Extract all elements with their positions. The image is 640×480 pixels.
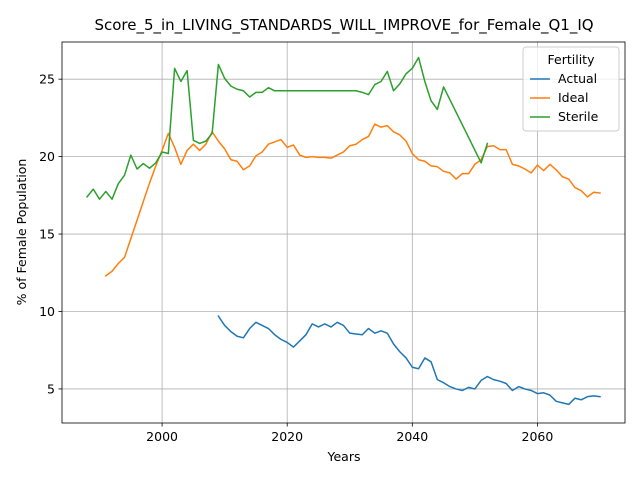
legend-label-sterile: Sterile [558,109,599,124]
series-lines [85,56,601,406]
y-tick-label: 25 [39,72,55,87]
series-line-actual [217,315,601,406]
x-tick-label: 2060 [522,429,554,444]
legend: Fertility Actual Ideal Sterile [522,46,620,132]
x-tick-label: 2040 [396,429,428,444]
series-line-ideal [104,123,601,277]
y-axis-label: % of Female Population [14,159,29,306]
y-tick-label: 20 [39,149,55,164]
plot-area-frame [61,41,626,424]
legend-box [522,46,620,132]
y-tick-label: 10 [39,304,55,319]
legend-title: Fertility [548,52,596,67]
legend-label-ideal: Ideal [558,90,588,105]
axis-ticks: 2000 2020 2040 2060 5 10 15 20 25 [39,72,553,444]
y-tick-label: 5 [47,381,55,396]
x-tick-label: 2000 [146,429,178,444]
y-tick-label: 15 [39,227,55,242]
x-tick-label: 2020 [271,429,303,444]
x-axis-label: Years [327,449,361,464]
chart-title: Score_5_in_LIVING_STANDARDS_WILL_IMPROVE… [94,16,593,35]
series-line-sterile [85,56,489,200]
legend-label-actual: Actual [558,71,597,86]
